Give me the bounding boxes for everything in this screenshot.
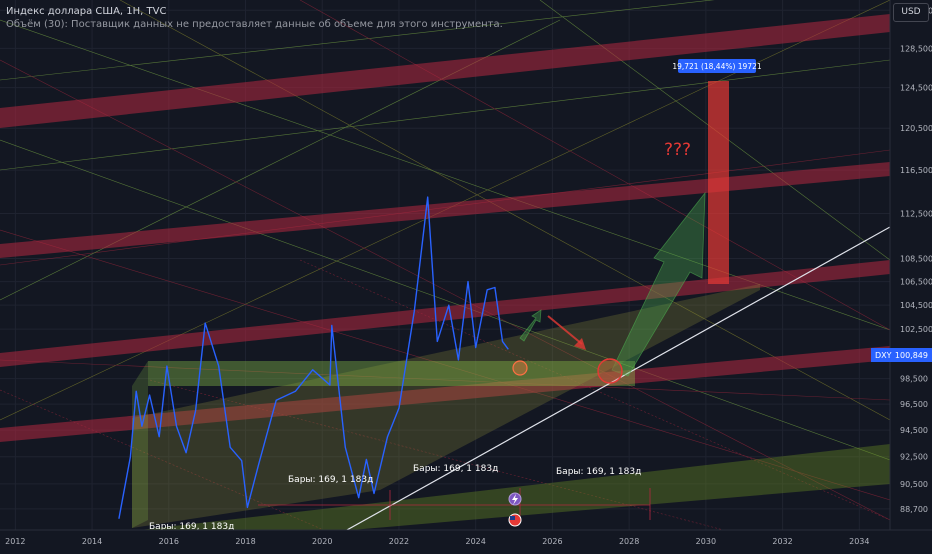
- y-tick-label: 108,500: [900, 255, 932, 264]
- guide-line: [0, 59, 890, 171]
- events-icons: [508, 492, 522, 527]
- x-tick-label: 2034: [849, 537, 869, 546]
- currency-button[interactable]: USD: [893, 3, 929, 22]
- drawings-layer: [0, 0, 890, 530]
- y-tick-label: 112,500: [900, 210, 932, 219]
- price-axis-background: [890, 0, 932, 550]
- red-down-arrow-head: [574, 338, 586, 350]
- price-tag-box: [871, 348, 932, 362]
- time-axis-background: [0, 530, 932, 550]
- y-tick-label: 104,500: [900, 301, 932, 310]
- price-axis[interactable]: 88,700 90,500 92,500 94,500 96,500 98,500 102,…: [889, 0, 932, 550]
- price-tag-symbol: DXY: [875, 351, 892, 360]
- y-tick-label: 128,500: [900, 44, 932, 53]
- x-tick-label: 2032: [772, 537, 792, 546]
- guide-line: [0, 0, 715, 81]
- us-flag-canton: [510, 516, 515, 520]
- x-tick-label: 2016: [159, 537, 179, 546]
- y-tick-label: 102,500: [900, 325, 932, 334]
- time-axis[interactable]: 2012 2014 2016 2018 2020 2022 2024 2026 2028 2030…: [0, 529, 932, 550]
- measure-label-box: [678, 59, 756, 73]
- small-green-arrow: [519, 309, 542, 342]
- red-down-arrow: [547, 315, 583, 345]
- bars-label-3: Бары: 169, 1 183д: [556, 467, 641, 477]
- green-range-box-lower: [132, 361, 148, 528]
- volume-indicator-note[interactable]: Объём (30): Поставщик данных не предоста…: [6, 19, 503, 30]
- bars-label-2: Бары: 169, 1 183д: [413, 464, 498, 474]
- y-tick-label: 116,500: [900, 166, 932, 175]
- x-tick-label: 2018: [235, 537, 255, 546]
- y-tick-label: 124,500: [900, 84, 932, 93]
- bars-label-4: Бары: 169, 1 183д: [149, 522, 234, 532]
- guide-line: [0, 59, 890, 521]
- green-projection-arrow: [611, 191, 706, 377]
- y-tick-label: 88,700: [900, 505, 928, 514]
- x-tick-label: 2024: [466, 537, 486, 546]
- red-channel-band: [0, 14, 890, 128]
- dxy-price-line: [118, 196, 509, 519]
- y-tick-label: 106,500: [900, 278, 932, 287]
- guide-line: [0, 389, 325, 530]
- olive-wedge: [132, 284, 760, 528]
- bars-label-1: Бары: 169, 1 183д: [288, 475, 373, 485]
- red-channel-band: [0, 260, 890, 367]
- target-circle-large: [597, 358, 623, 384]
- lightning-icon: [512, 494, 518, 505]
- guide-line: [0, 229, 890, 501]
- guide-line: [299, 259, 890, 521]
- price-tag-value: 100,849: [895, 351, 928, 360]
- target-circle-small: [512, 360, 528, 376]
- x-tick-label: 2020: [312, 537, 332, 546]
- guide-line: [0, 139, 890, 461]
- price-tag: DXY 100,849: [871, 348, 932, 362]
- red-channel-band: [0, 346, 890, 442]
- y-tick-label: 90,500: [900, 480, 928, 489]
- y-tick-label: 96,500: [900, 400, 928, 409]
- question-marks: ???: [664, 140, 691, 160]
- y-tick-label: 92,500: [900, 453, 928, 462]
- y-tick-label: 98,500: [900, 375, 928, 384]
- y-tick-label: 120,500: [900, 124, 932, 133]
- x-tick-label: 2030: [696, 537, 716, 546]
- white-trend-line: [345, 226, 890, 530]
- x-tick-label: 2028: [619, 537, 639, 546]
- green-lower-channel: [139, 444, 890, 530]
- x-tick-label: 2014: [82, 537, 102, 546]
- x-tick-label: 2022: [389, 537, 409, 546]
- x-tick-label: 2026: [542, 537, 562, 546]
- y-tick-label: 94,500: [900, 426, 928, 435]
- chart-legend-title[interactable]: Индекс доллара США, 1H, TVC: [6, 6, 167, 17]
- guide-line: [0, 359, 890, 401]
- x-tick-label: 2012: [5, 537, 25, 546]
- price-range-column: [708, 81, 729, 284]
- red-channel-band: [0, 162, 890, 258]
- measure-label: 19,721 (18,44%) 19721: [672, 62, 762, 71]
